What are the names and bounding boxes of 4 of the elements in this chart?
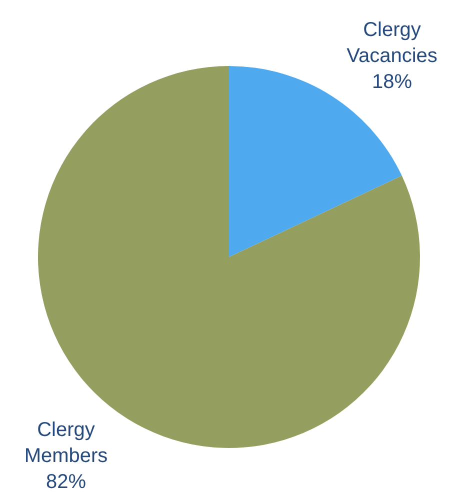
data-label: 82% bbox=[46, 471, 86, 493]
slice-label: Clergy Members bbox=[24, 419, 108, 467]
data-label: 18% bbox=[372, 71, 412, 93]
slice-label: Clergy Vacancies bbox=[346, 19, 438, 67]
